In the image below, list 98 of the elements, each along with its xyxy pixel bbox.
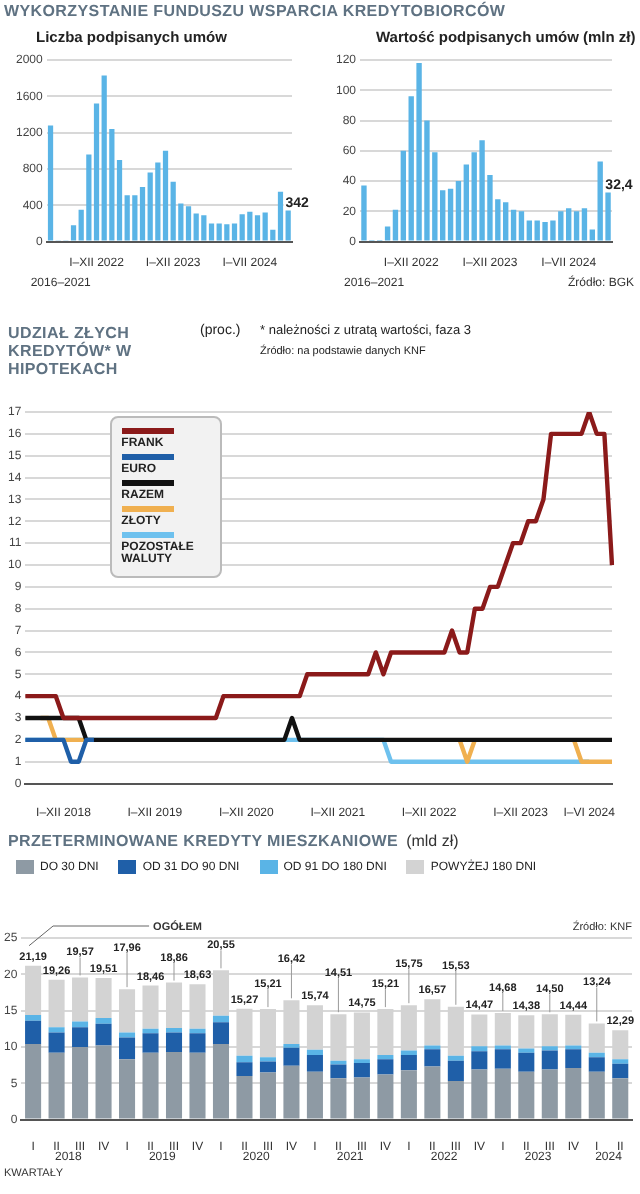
bar [162, 150, 169, 241]
chart-subtitle: (mld zł) [406, 832, 459, 850]
bar [189, 1052, 206, 1119]
bar [471, 1046, 488, 1052]
bar [377, 1059, 394, 1075]
bar [424, 1066, 441, 1119]
bar [518, 1052, 535, 1072]
bar [254, 215, 261, 241]
bar [47, 125, 54, 241]
bar [262, 212, 268, 241]
bar [416, 63, 422, 241]
bar [377, 1054, 394, 1060]
bar [247, 211, 253, 241]
bar [236, 1076, 253, 1119]
bar [25, 1020, 42, 1045]
bar [95, 1023, 112, 1046]
bar [277, 191, 284, 241]
bar [558, 211, 564, 241]
chart-title: WYKORZYSTANIE FUNDUSZU WSPARCIA KREDYTOBIORCÓW [4, 2, 506, 20]
bar [259, 1072, 276, 1119]
bar [565, 1068, 582, 1119]
bar [400, 1070, 417, 1119]
bar [565, 1049, 582, 1069]
bar [330, 1078, 347, 1119]
bar [25, 1015, 42, 1021]
bar [283, 1065, 300, 1119]
bar [142, 1028, 159, 1034]
bar [541, 1069, 558, 1119]
bar [48, 1027, 65, 1033]
bar [306, 1054, 323, 1072]
bar [25, 1044, 42, 1119]
bar [597, 161, 603, 241]
bar [189, 1028, 206, 1034]
bar [510, 209, 517, 241]
bar [400, 1054, 417, 1071]
bar [208, 223, 215, 241]
bar [518, 1071, 535, 1119]
bar [236, 1055, 253, 1063]
bar [353, 1077, 370, 1119]
bar [306, 1049, 323, 1055]
bar [424, 1049, 441, 1067]
bar [236, 1062, 253, 1077]
bar [216, 223, 222, 241]
bar [259, 1061, 276, 1073]
bar [142, 1033, 159, 1053]
bar [193, 213, 199, 241]
bar [447, 1081, 464, 1119]
bar [239, 214, 245, 241]
bar [447, 1055, 464, 1061]
bar [201, 215, 207, 241]
bar [503, 202, 509, 241]
bar [447, 1060, 464, 1082]
bar [581, 208, 588, 241]
bar [518, 211, 525, 241]
bar [212, 1022, 230, 1045]
bar [542, 221, 548, 241]
bar [132, 195, 138, 241]
bar [541, 1050, 558, 1070]
bar [588, 1052, 605, 1058]
bar [212, 1015, 230, 1023]
bar [95, 1045, 112, 1119]
bar [566, 208, 572, 241]
bar [212, 1044, 230, 1119]
bar [283, 1047, 300, 1066]
bar [361, 185, 367, 241]
bar [612, 1078, 629, 1119]
bar [189, 1033, 206, 1053]
bar [48, 1052, 65, 1119]
bar [612, 1063, 629, 1079]
chart-title: PRZETERMINOWANE KREDYTY MIESZKANIOWE [8, 832, 399, 850]
bar [306, 1071, 323, 1119]
bar [95, 1017, 112, 1024]
bar [185, 206, 192, 241]
bar [588, 1071, 605, 1119]
bar [471, 1069, 488, 1119]
bar [534, 220, 540, 241]
bar [377, 1074, 394, 1119]
bar [353, 1062, 370, 1078]
bar [330, 1064, 347, 1079]
bar [119, 1059, 136, 1119]
bar [494, 1049, 511, 1069]
bar [165, 1052, 183, 1119]
bar [72, 1027, 89, 1047]
bar [72, 1046, 89, 1119]
bar [447, 188, 454, 241]
bar [101, 75, 107, 241]
bar [471, 1051, 488, 1070]
bar [588, 1057, 605, 1072]
bar [479, 140, 485, 241]
chart-title: UDZIAŁ ZŁYCH KREDYTÓW* W HIPOTEKACH [8, 324, 134, 378]
bar [165, 1032, 183, 1053]
bar [119, 1037, 136, 1060]
bar [119, 1032, 136, 1038]
bar [573, 211, 580, 241]
bar [48, 1032, 65, 1053]
bar [142, 1052, 159, 1119]
bar [224, 224, 230, 241]
bar [494, 1068, 511, 1119]
